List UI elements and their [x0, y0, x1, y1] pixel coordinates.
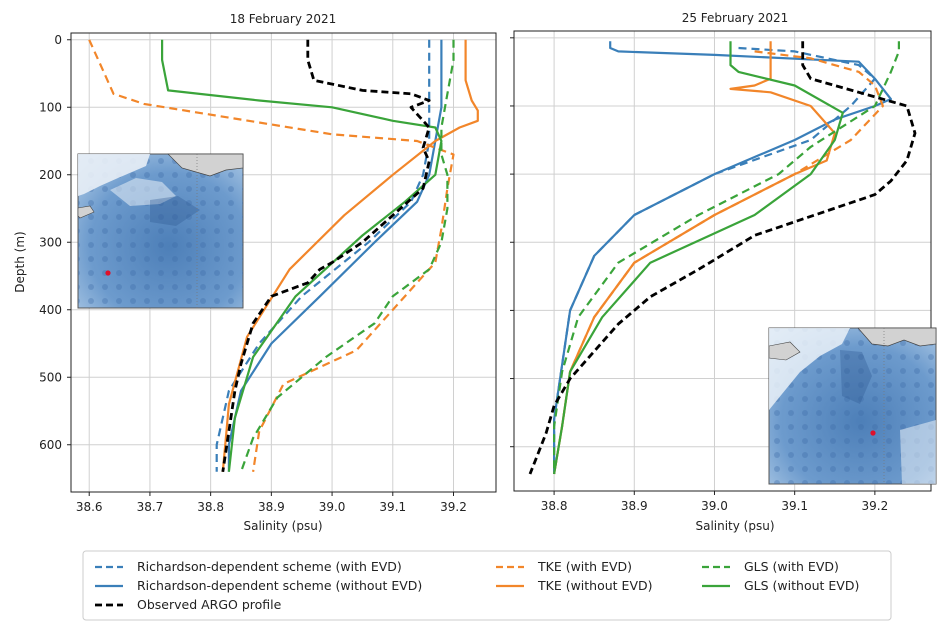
series-line-argo — [221, 39, 431, 473]
x-tick-label: 39.1 — [379, 500, 406, 514]
y-tick-label: 400 — [39, 303, 62, 317]
inset-location-marker — [870, 430, 876, 436]
series-line-rich_evd — [215, 39, 431, 472]
inset-land — [857, 327, 937, 347]
panel-25-february: 25 February 2021 38.8 38.9 39.0 39.1 39.2 Sa… — [510, 11, 937, 533]
x-tick-label: 38.9 — [258, 500, 285, 514]
series-line-gls — [553, 41, 844, 475]
x-tick-label: 39.2 — [440, 500, 467, 514]
y-tick-label: 200 — [39, 168, 62, 182]
legend: Richardson-dependent scheme (with EVD) Ri… — [82, 550, 892, 621]
legend-label-tke: TKE (without EVD) — [537, 578, 653, 593]
series-line-rich — [227, 39, 443, 472]
series-line-tke_evd — [88, 39, 455, 472]
legend-box — [82, 550, 892, 621]
y-tick-label: 500 — [39, 370, 62, 384]
series-line-argo — [528, 41, 917, 475]
legend-label-tke_evd: TKE (with EVD) — [537, 559, 632, 574]
series-line-tke — [553, 41, 836, 475]
x-tick-label: 39.2 — [862, 499, 889, 513]
x-tick-label: 39.1 — [781, 499, 808, 513]
series-line-gls_evd — [239, 39, 455, 473]
x-tick-label: 38.6 — [76, 500, 103, 514]
legend-label-argo: Observed ARGO profile — [137, 597, 282, 612]
series-line-rich_evd — [553, 46, 876, 474]
inset-location-marker — [105, 270, 111, 276]
x-tick-label: 39.0 — [319, 500, 346, 514]
panel-18-february: 18 February 2021 38.6 38.7 38.8 38.9 39.0 39.… — [13, 12, 497, 533]
y-tick-label: 0 — [54, 33, 62, 47]
series-line-gls_evd — [553, 41, 900, 474]
series-line-tke — [221, 39, 479, 472]
inset-map — [768, 327, 937, 485]
legend-label-gls_evd: GLS (with EVD) — [744, 559, 839, 574]
x-axis-title: Salinity (psu) — [695, 519, 774, 533]
legend-label-rich: Richardson-dependent scheme (without EVD… — [137, 578, 422, 593]
x-tick-label: 38.9 — [621, 499, 648, 513]
y-axis-title: Depth (m) — [13, 231, 27, 292]
panel-title: 25 February 2021 — [682, 11, 789, 25]
plot-frame — [70, 32, 497, 493]
inset-map — [77, 153, 244, 309]
plot-frame — [513, 30, 932, 492]
panel-title: 18 February 2021 — [230, 12, 337, 26]
legend-label-gls: GLS (without EVD) — [744, 578, 859, 593]
y-tick-label: 100 — [39, 100, 62, 114]
y-tick-label: 300 — [39, 235, 62, 249]
series-line-gls — [161, 39, 443, 472]
x-axis-title: Salinity (psu) — [243, 519, 322, 533]
y-tick-label: 600 — [39, 438, 62, 452]
inset-coast-shading — [78, 154, 150, 196]
x-tick-label: 39.0 — [701, 499, 728, 513]
inset-land — [167, 153, 244, 177]
x-tick-label: 38.8 — [541, 499, 568, 513]
x-tick-label: 38.8 — [197, 500, 224, 514]
legend-label-rich_evd: Richardson-dependent scheme (with EVD) — [137, 559, 402, 574]
x-tick-label: 38.7 — [137, 500, 164, 514]
series-line-rich — [553, 41, 892, 474]
